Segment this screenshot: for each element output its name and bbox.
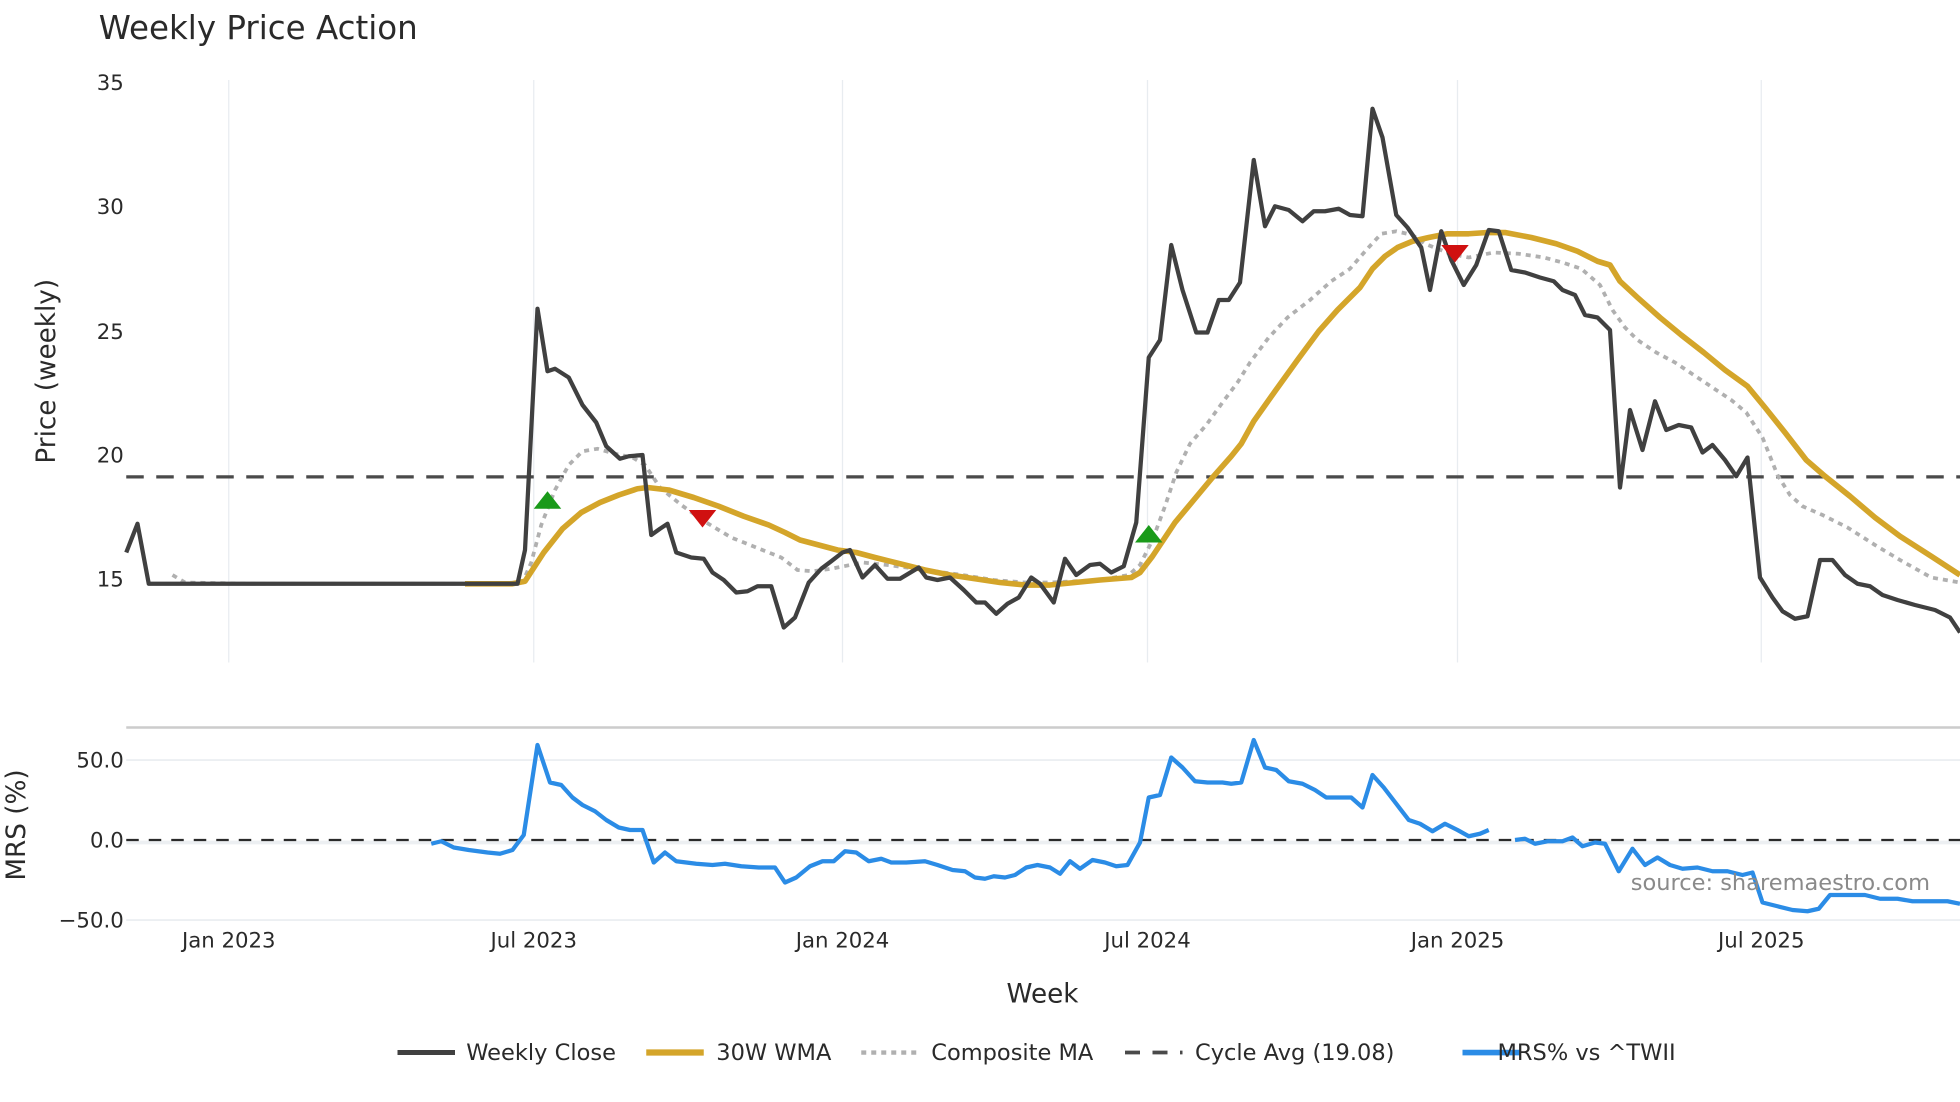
composite-ma-line [171, 229, 1960, 586]
legend-item-30w-wma[interactable]: 30W WMA [646, 1040, 832, 1066]
sell-marker-icon [1441, 245, 1469, 263]
mrs-grid [126, 759, 1960, 921]
mrs-y-tick: 50.0 [76, 749, 123, 774]
price-y-label: Price (weekly) [32, 279, 62, 464]
x-tick: Jul 2024 [1102, 929, 1190, 954]
mrs-y-label: MRS (%) [2, 769, 32, 880]
x-tick: Jan 2023 [180, 929, 276, 954]
y-tick: 20 [97, 444, 124, 469]
mrs-y-tick: 0.0 [90, 829, 124, 854]
legend-label: Composite MA [931, 1040, 1094, 1066]
price-grid [228, 80, 1762, 663]
buy-marker-icon [533, 491, 562, 509]
wma-line [465, 229, 1960, 588]
legend-label: Weekly Close [466, 1040, 616, 1066]
y-tick: 25 [97, 320, 124, 345]
price-y-ticks: 35 30 25 20 15 [97, 71, 124, 592]
legend-item-mrs[interactable]: MRS% vs ^TWII [1462, 1040, 1676, 1066]
sell-marker-icon [688, 510, 717, 528]
mrs-line-continued [1514, 835, 1960, 914]
x-tick: Jan 2024 [794, 929, 890, 954]
x-tick: Jan 2025 [1409, 929, 1505, 954]
legend: Weekly Close 30W WMA Composite MA Cycle … [397, 1040, 1676, 1066]
source-watermark: source: sharemaestro.com [1631, 870, 1930, 896]
legend-label: 30W WMA [716, 1040, 832, 1066]
x-ticks: Jan 2023 Jul 2023 Jan 2024 Jul 2024 Jan … [180, 929, 1805, 954]
y-tick: 35 [97, 71, 124, 96]
mrs-y-ticks: 50.0 0.0 −50.0 [59, 749, 124, 934]
chart-title: Weekly Price Action [99, 9, 418, 47]
legend-item-cycle-avg[interactable]: Cycle Avg (19.08) [1125, 1040, 1394, 1066]
x-tick: Jul 2025 [1716, 929, 1804, 954]
buy-marker-icon [1135, 525, 1163, 543]
mrs-line [430, 737, 1490, 885]
y-tick: 30 [97, 195, 124, 220]
x-tick: Jul 2023 [489, 929, 577, 954]
y-tick: 15 [97, 567, 124, 592]
x-axis-label: Week [1007, 980, 1080, 1010]
weekly-close-line [124, 106, 1960, 634]
legend-label: MRS% vs ^TWII [1498, 1040, 1676, 1066]
legend-label: Cycle Avg (19.08) [1195, 1040, 1394, 1066]
mrs-y-tick: −50.0 [59, 909, 124, 934]
legend-item-weekly-close[interactable]: Weekly Close [397, 1040, 616, 1066]
legend-item-composite-ma[interactable]: Composite MA [861, 1040, 1094, 1066]
